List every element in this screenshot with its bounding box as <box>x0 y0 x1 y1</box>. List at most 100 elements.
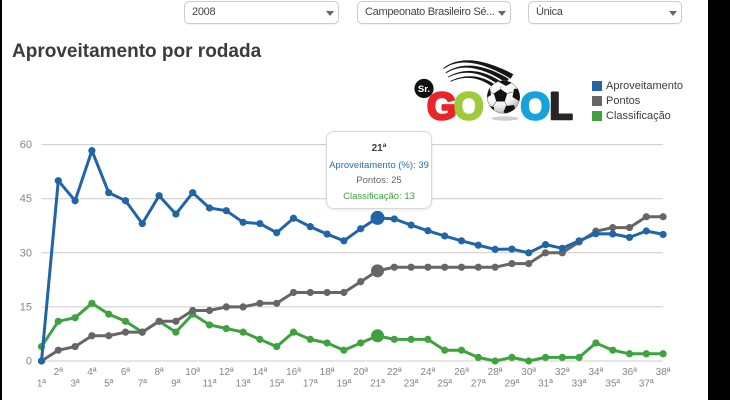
data-point-aproveitamento-36ª[interactable] <box>625 233 634 242</box>
data-point-classificacao-24ª[interactable] <box>424 335 432 343</box>
data-point-pontos-8ª[interactable] <box>155 317 163 325</box>
data-point-classificacao-23ª[interactable] <box>407 335 415 343</box>
data-point-aproveitamento-10ª[interactable] <box>189 189 197 197</box>
data-point-aproveitamento-2ª[interactable] <box>54 177 62 185</box>
data-point-classificacao-37ª[interactable] <box>642 350 650 358</box>
data-point-classificacao-35ª[interactable] <box>609 346 617 354</box>
data-point-classificacao-36ª[interactable] <box>625 350 634 358</box>
data-point-classificacao-4ª[interactable] <box>88 299 96 307</box>
data-point-classificacao-21ª[interactable] <box>371 329 384 343</box>
data-point-pontos-4ª[interactable] <box>88 332 96 340</box>
data-point-pontos-28ª[interactable] <box>491 263 499 271</box>
data-point-aproveitamento-30ª[interactable] <box>525 249 533 257</box>
data-point-classificacao-32ª[interactable] <box>558 353 566 361</box>
data-point-pontos-37ª[interactable] <box>642 213 650 221</box>
data-point-pontos-22ª[interactable] <box>390 263 398 271</box>
data-point-aproveitamento-16ª[interactable] <box>289 214 298 222</box>
season-select[interactable]: 2008 <box>184 1 339 24</box>
championship-select[interactable]: Campeonato Brasileiro Sé... <box>357 1 511 24</box>
data-point-pontos-9ª[interactable] <box>172 317 180 325</box>
data-point-pontos-13ª[interactable] <box>239 303 247 311</box>
data-point-pontos-5ª[interactable] <box>105 332 113 340</box>
data-point-aproveitamento-6ª[interactable] <box>121 197 130 205</box>
data-point-aproveitamento-4ª[interactable] <box>88 147 96 155</box>
data-point-pontos-29ª[interactable] <box>508 260 516 268</box>
data-point-pontos-17ª[interactable] <box>306 288 314 297</box>
data-point-aproveitamento-34ª[interactable] <box>592 230 600 238</box>
legend-item-pontos[interactable]: Pontos <box>592 93 683 108</box>
data-point-aproveitamento-29ª[interactable] <box>508 245 516 253</box>
data-point-classificacao-14ª[interactable] <box>256 335 264 343</box>
data-point-aproveitamento-32ª[interactable] <box>558 244 566 252</box>
data-point-aproveitamento-11ª[interactable] <box>205 204 214 212</box>
data-point-aproveitamento-8ª[interactable] <box>155 192 163 200</box>
data-point-pontos-14ª[interactable] <box>256 299 264 307</box>
legend-item-classificacao[interactable]: Classificação <box>592 108 683 123</box>
data-point-aproveitamento-37ª[interactable] <box>642 227 650 235</box>
data-point-classificacao-9ª[interactable] <box>172 328 180 336</box>
data-point-pontos-18ª[interactable] <box>323 288 331 297</box>
data-point-aproveitamento-19ª[interactable] <box>340 237 348 245</box>
data-point-classificacao-28ª[interactable] <box>491 357 499 365</box>
data-point-pontos-10ª[interactable] <box>189 306 197 315</box>
data-point-aproveitamento-3ª[interactable] <box>71 197 79 205</box>
data-point-aproveitamento-26ª[interactable] <box>457 237 466 245</box>
data-point-pontos-15ª[interactable] <box>273 299 281 307</box>
data-point-aproveitamento-5ª[interactable] <box>105 189 113 197</box>
data-point-pontos-25ª[interactable] <box>441 263 449 271</box>
data-point-classificacao-27ª[interactable] <box>474 353 482 361</box>
data-point-pontos-11ª[interactable] <box>205 306 214 315</box>
data-point-classificacao-16ª[interactable] <box>289 328 298 336</box>
data-point-pontos-6ª[interactable] <box>121 328 130 336</box>
data-point-aproveitamento-25ª[interactable] <box>441 232 449 240</box>
data-point-pontos-20ª[interactable] <box>357 278 365 286</box>
data-point-aproveitamento-27ª[interactable] <box>474 241 482 249</box>
data-point-classificacao-17ª[interactable] <box>306 335 314 343</box>
data-point-aproveitamento-31ª[interactable] <box>541 241 550 249</box>
data-point-aproveitamento-9ª[interactable] <box>172 210 180 218</box>
data-point-aproveitamento-1ª[interactable] <box>37 357 46 365</box>
data-point-aproveitamento-21ª[interactable] <box>370 210 385 225</box>
data-point-aproveitamento-14ª[interactable] <box>256 219 264 228</box>
stage-select[interactable]: Única <box>528 1 682 24</box>
data-point-classificacao-3ª[interactable] <box>71 314 79 322</box>
data-point-classificacao-18ª[interactable] <box>323 339 331 347</box>
data-point-pontos-19ª[interactable] <box>340 288 348 297</box>
data-point-classificacao-29ª[interactable] <box>508 353 516 361</box>
data-point-classificacao-30ª[interactable] <box>525 357 533 365</box>
data-point-classificacao-25ª[interactable] <box>441 346 449 354</box>
data-point-aproveitamento-13ª[interactable] <box>239 218 247 226</box>
data-point-aproveitamento-38ª[interactable] <box>659 230 667 239</box>
data-point-aproveitamento-33ª[interactable] <box>575 237 583 245</box>
data-point-pontos-30ª[interactable] <box>525 260 533 268</box>
data-point-classificacao-12ª[interactable] <box>222 324 230 333</box>
data-point-aproveitamento-18ª[interactable] <box>323 230 331 238</box>
data-point-classificacao-33ª[interactable] <box>575 353 583 361</box>
data-point-aproveitamento-22ª[interactable] <box>390 215 398 223</box>
data-point-aproveitamento-28ª[interactable] <box>491 245 499 253</box>
data-point-pontos-26ª[interactable] <box>457 263 466 271</box>
data-point-pontos-2ª[interactable] <box>54 346 62 354</box>
legend-item-aproveitamento[interactable]: Aproveitamento <box>592 78 683 93</box>
data-point-classificacao-22ª[interactable] <box>390 335 398 343</box>
data-point-pontos-7ª[interactable] <box>138 328 146 336</box>
data-point-pontos-36ª[interactable] <box>625 223 634 232</box>
data-point-classificacao-34ª[interactable] <box>592 339 600 347</box>
data-point-classificacao-11ª[interactable] <box>205 321 214 329</box>
data-point-pontos-23ª[interactable] <box>407 263 415 271</box>
data-point-aproveitamento-12ª[interactable] <box>222 207 230 215</box>
data-point-aproveitamento-35ª[interactable] <box>609 230 617 238</box>
data-point-pontos-31ª[interactable] <box>541 249 550 257</box>
data-point-pontos-12ª[interactable] <box>222 303 230 311</box>
data-point-classificacao-19ª[interactable] <box>340 346 348 354</box>
data-point-pontos-3ª[interactable] <box>71 342 79 351</box>
data-point-classificacao-38ª[interactable] <box>659 350 667 358</box>
data-point-pontos-24ª[interactable] <box>424 263 432 271</box>
data-point-aproveitamento-17ª[interactable] <box>306 223 314 231</box>
data-point-pontos-16ª[interactable] <box>289 288 298 297</box>
data-point-pontos-27ª[interactable] <box>474 263 482 271</box>
data-point-aproveitamento-15ª[interactable] <box>273 229 281 237</box>
data-point-aproveitamento-20ª[interactable] <box>357 225 365 233</box>
data-point-classificacao-20ª[interactable] <box>357 339 365 347</box>
data-point-classificacao-26ª[interactable] <box>457 346 466 354</box>
